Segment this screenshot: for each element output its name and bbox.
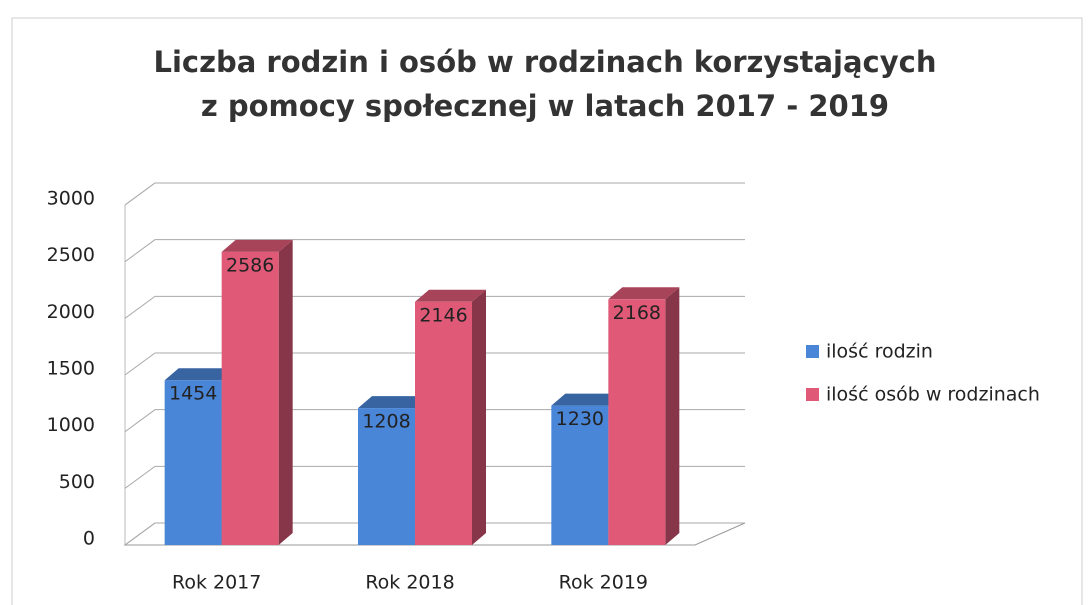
bar-top xyxy=(164,368,236,381)
bar xyxy=(551,405,609,545)
y-tick-label: 3000 xyxy=(47,188,95,210)
legend-swatch xyxy=(806,345,819,358)
grid-line xyxy=(124,239,745,263)
grid-line xyxy=(124,352,745,376)
legend-swatch xyxy=(806,388,819,401)
x-tick-label: Rok 2019 xyxy=(559,572,648,594)
data-label: 1208 xyxy=(362,411,410,433)
legend-label: ilość osób w rodzinach xyxy=(826,384,1040,406)
grid-line xyxy=(124,465,745,489)
x-tick-label: Rok 2017 xyxy=(172,572,261,594)
bar-top xyxy=(415,289,486,302)
y-tick-label: 2000 xyxy=(47,301,95,323)
y-tick-label: 2500 xyxy=(47,244,95,266)
bar-side xyxy=(665,287,680,545)
data-label: 1230 xyxy=(556,408,604,430)
data-label: 1454 xyxy=(169,383,217,405)
chart-title: Liczba rodzin i osób w rodzinach korzyst… xyxy=(153,45,937,123)
bar-top xyxy=(608,287,680,300)
bar xyxy=(221,251,279,546)
bar-top xyxy=(358,396,429,409)
bar-side xyxy=(278,239,293,546)
bar xyxy=(164,380,222,545)
grid-line xyxy=(124,295,745,319)
bar-top xyxy=(221,239,293,252)
y-tick-label: 1500 xyxy=(47,358,95,380)
data-label: 2586 xyxy=(226,254,274,276)
y-tick-label: 0 xyxy=(83,528,95,550)
bar-top xyxy=(551,393,623,406)
bar xyxy=(358,408,415,545)
x-tick-label: Rok 2018 xyxy=(365,572,454,594)
data-label: 2168 xyxy=(613,302,661,324)
grid-line xyxy=(124,182,745,206)
y-tick-label: 1000 xyxy=(47,414,95,436)
y-tick-label: 500 xyxy=(59,471,95,493)
chart-frame xyxy=(11,17,1083,605)
grid-line xyxy=(124,522,745,546)
legend-label: ilość rodzin xyxy=(826,341,933,363)
grid-line xyxy=(124,409,745,433)
bar xyxy=(608,299,666,545)
bar xyxy=(415,301,472,545)
bar-side xyxy=(472,289,486,545)
data-label: 2146 xyxy=(419,304,467,326)
